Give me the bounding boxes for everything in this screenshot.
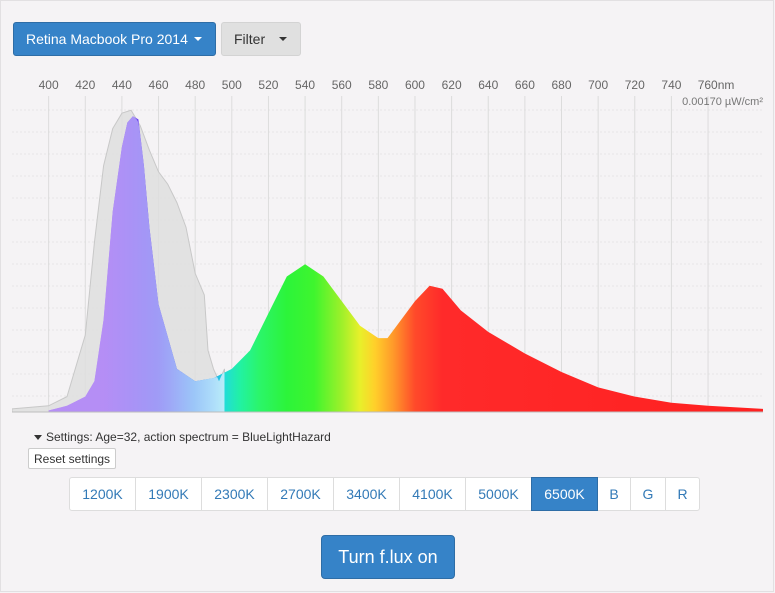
preset-6500k[interactable]: 6500K	[531, 477, 598, 511]
reset-settings-button[interactable]: Reset settings	[28, 448, 117, 469]
spectrum-plot	[12, 96, 763, 413]
axis-tick-label: 620	[441, 78, 462, 92]
axis-tick-label: 600	[404, 78, 425, 92]
axis-tick-label: 760nm	[697, 78, 735, 92]
spectrum-chart: 0.00170 µW/cm² 400 420 440 460 480 500 520 540 5…	[12, 66, 763, 414]
chevron-down-icon	[193, 37, 202, 41]
filter-dropdown[interactable]: Filter	[221, 22, 301, 56]
axis-tick-label: 700	[588, 78, 609, 92]
preset-1200k[interactable]: 1200K	[69, 477, 136, 511]
settings-toggle[interactable]: Settings: Age=32, action spectrum = Blue…	[34, 430, 331, 444]
axis-tick-label: 460	[148, 78, 169, 92]
axis-tick-label: 680	[551, 78, 572, 92]
axis-tick-label: 500	[221, 78, 242, 92]
preset-1900k[interactable]: 1900K	[135, 477, 202, 511]
preset-2300k[interactable]: 2300K	[201, 477, 268, 511]
turn-flux-on-button[interactable]: Turn f.lux on	[321, 535, 455, 579]
preset-r[interactable]: R	[665, 477, 700, 511]
overlap-region	[48, 116, 225, 413]
axis-tick-label: 420	[75, 78, 96, 92]
axis-tick-label: 540	[295, 78, 316, 92]
axis-tick-label: 440	[111, 78, 132, 92]
device-label: Retina Macbook Pro 2014	[26, 31, 188, 47]
filter-label: Filter	[234, 31, 266, 47]
chevron-down-icon	[279, 37, 288, 41]
axis-tick-label: 560	[331, 78, 352, 92]
scale-label: 0.00170 µW/cm²	[682, 96, 763, 108]
preset-4100k[interactable]: 4100K	[399, 477, 466, 511]
axis-tick-label: 400	[38, 78, 59, 92]
axis-tick-label: 580	[368, 78, 389, 92]
axis-tick-label: 520	[258, 78, 279, 92]
device-dropdown[interactable]: Retina Macbook Pro 2014	[13, 22, 216, 56]
axis-tick-label: 740	[661, 78, 682, 92]
axis-tick-label: 720	[624, 78, 645, 92]
preset-2700k[interactable]: 2700K	[267, 477, 334, 511]
preset-3400k[interactable]: 3400K	[333, 477, 400, 511]
preset-b[interactable]: B	[597, 477, 631, 511]
settings-summary: Settings: Age=32, action spectrum = Blue…	[46, 430, 331, 444]
axis-tick-label: 660	[514, 78, 535, 92]
axis-tick-label: 640	[478, 78, 499, 92]
color-temperature-presets: 1200K 1900K 2300K 2700K 3400K 4100K 5000K 6500K…	[69, 477, 700, 511]
preset-g[interactable]: G	[630, 477, 666, 511]
preset-5000k[interactable]: 5000K	[465, 477, 532, 511]
caret-down-icon	[34, 434, 42, 440]
axis-tick-label: 480	[185, 78, 206, 92]
